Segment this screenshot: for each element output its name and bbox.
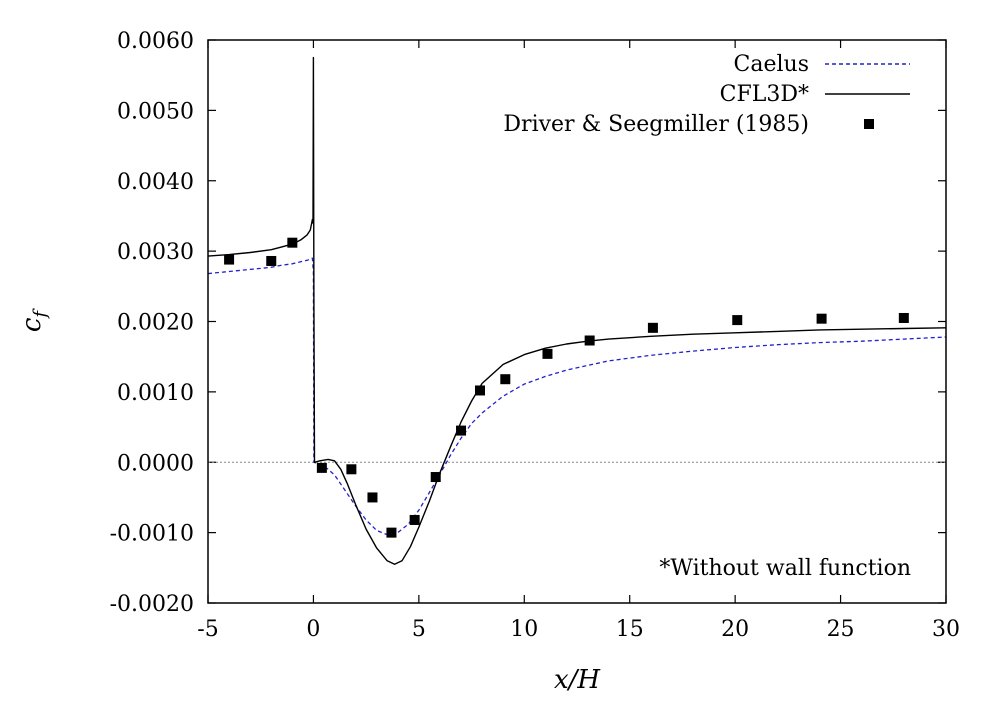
series-line-0 bbox=[207, 257, 947, 536]
data-point-marker bbox=[266, 255, 277, 266]
legend-label: Caelus bbox=[734, 52, 809, 77]
data-point-marker bbox=[456, 425, 467, 436]
data-point-marker bbox=[409, 514, 420, 525]
legend: Caelus CFL3D* Driver & Seegmiller (1985) bbox=[503, 52, 910, 137]
x-tick-label: 25 bbox=[827, 617, 855, 642]
data-point-marker bbox=[584, 335, 595, 346]
data-point-marker bbox=[346, 464, 357, 475]
data-point-marker bbox=[224, 254, 235, 265]
annotation-note: *Without wall function bbox=[659, 556, 911, 581]
series-layer bbox=[207, 56, 947, 565]
x-tick-label: 20 bbox=[721, 617, 749, 642]
y-tick-label: 0.0020 bbox=[117, 311, 194, 336]
x-axis-title: x/H bbox=[554, 665, 601, 695]
y-tick-label: -0.0010 bbox=[110, 522, 194, 547]
data-point-marker bbox=[386, 527, 397, 538]
data-point-marker bbox=[500, 374, 511, 385]
data-point-marker bbox=[287, 237, 298, 248]
x-tick-label: 15 bbox=[616, 617, 644, 642]
x-tick-label: 10 bbox=[510, 617, 538, 642]
y-tick-label: -0.0020 bbox=[110, 592, 194, 617]
y-axis-title: cf bbox=[17, 308, 51, 333]
y-tick-label: 0.0060 bbox=[117, 29, 194, 54]
y-tick-label: 0.0050 bbox=[117, 99, 194, 124]
data-point-marker bbox=[475, 385, 486, 396]
legend-label: CFL3D* bbox=[720, 82, 809, 107]
data-point-marker bbox=[367, 492, 378, 503]
y-tick-label: 0.0000 bbox=[117, 451, 194, 476]
data-point-marker bbox=[732, 315, 743, 326]
y-tick-label: 0.0040 bbox=[117, 170, 194, 195]
series-line-1 bbox=[207, 56, 947, 565]
x-tick-label: -5 bbox=[197, 617, 218, 642]
data-point-marker bbox=[316, 462, 327, 473]
legend-label: Driver & Seegmiller (1985) bbox=[503, 112, 809, 137]
data-point-marker bbox=[647, 322, 658, 333]
y-axis-ticks: -0.0020 -0.0010 0.0000 0.0010 0.0020 0.0030 0.… bbox=[110, 29, 946, 617]
plot-frame bbox=[207, 39, 947, 604]
x-tick-label: 30 bbox=[932, 617, 960, 642]
x-axis-ticks: -5 0 5 10 15 20 25 30 bbox=[197, 40, 960, 642]
data-point-marker bbox=[430, 472, 441, 483]
x-tick-label: 0 bbox=[306, 617, 320, 642]
y-tick-label: 0.0010 bbox=[117, 381, 194, 406]
data-point-marker bbox=[542, 348, 553, 359]
data-point-marker bbox=[816, 313, 827, 324]
y-tick-label: 0.0030 bbox=[117, 240, 194, 265]
data-point-marker bbox=[898, 312, 909, 323]
legend-marker bbox=[864, 119, 874, 129]
x-tick-label: 5 bbox=[412, 617, 426, 642]
